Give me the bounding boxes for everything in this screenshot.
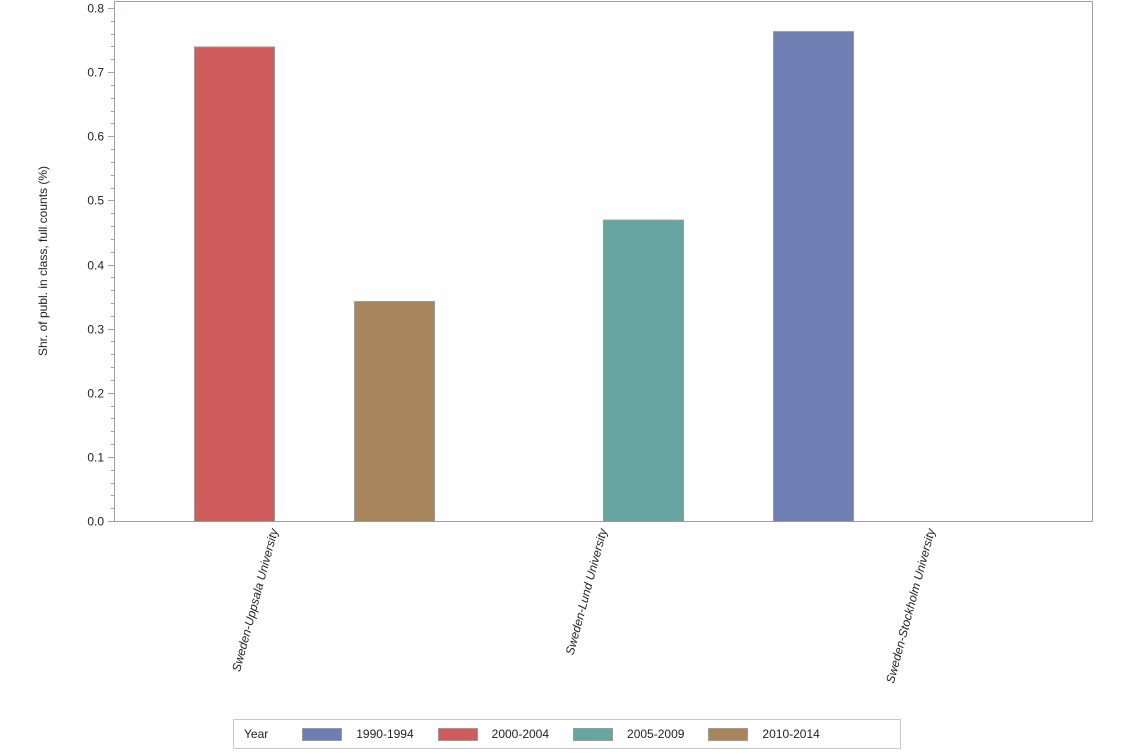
y-tick-label: 0.0	[87, 515, 104, 529]
legend-label: 2000-2004	[491, 727, 550, 741]
y-tick-label: 0.4	[87, 259, 104, 273]
legend-swatch	[437, 727, 478, 741]
legend-label: 2010-2014	[762, 727, 820, 741]
y-tick-label: 0.5	[87, 194, 104, 208]
bar	[603, 219, 684, 523]
bar	[354, 301, 435, 522]
legend-label: 2005-2009	[627, 727, 685, 741]
legend-item-2000-2004: 2000-2004	[437, 727, 550, 741]
bars	[194, 31, 854, 523]
y-axis: 0.0 0.1 0.2 0.3 0.4 0.5 0.6 0.7 0.8	[87, 2, 114, 529]
y-axis-label: Shr. of publ. in class, full counts (%)	[36, 166, 50, 356]
bar	[194, 46, 275, 522]
y-tick-label: 0.1	[87, 451, 104, 465]
legend-item-2005-2009: 2005-2009	[573, 727, 684, 741]
y-tick-label: 0.8	[87, 2, 104, 16]
legend-swatch	[302, 727, 343, 741]
x-axis-labels: Sweden-Uppsala University Sweden-Lund Uni…	[229, 526, 938, 685]
x-tick-label: Sweden-Lund University	[563, 526, 610, 656]
y-tick-label: 0.3	[87, 323, 104, 337]
bar	[773, 31, 854, 523]
legend-title: Year	[244, 727, 269, 741]
legend-swatch	[573, 727, 614, 741]
x-tick-label: Sweden-Stockholm University	[883, 526, 938, 685]
legend-label: 1990-1994	[356, 727, 414, 741]
legend-item-2010-2014: 2010-2014	[708, 727, 820, 741]
legend: Year 1990-1994 2000-2004 2005-2009 2010-…	[233, 719, 901, 749]
x-tick-label: Sweden-Uppsala University	[229, 526, 281, 673]
legend-item-1990-1994: 1990-1994	[302, 727, 414, 741]
y-tick-label: 0.2	[87, 387, 104, 401]
y-tick-label: 0.7	[87, 66, 104, 80]
y-tick-label: 0.6	[87, 130, 104, 144]
bar-chart: 0.0 0.1 0.2 0.3 0.4 0.5 0.6 0.7 0.8 Sweden-Uppsa…	[36, 1, 1093, 685]
legend-swatch	[708, 727, 749, 741]
